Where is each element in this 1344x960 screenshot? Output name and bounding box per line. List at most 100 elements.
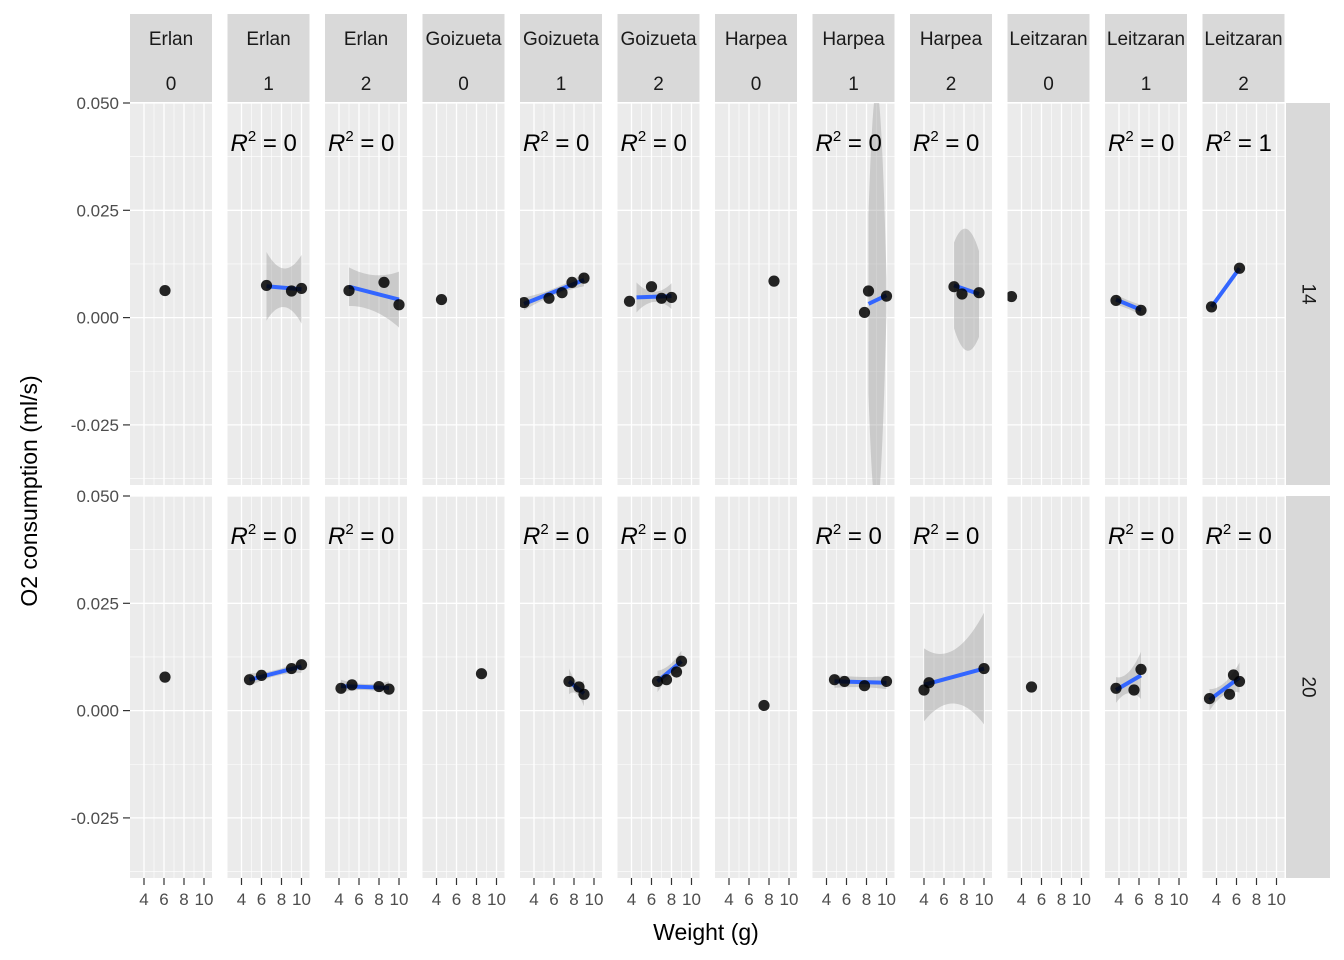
data-point bbox=[285, 285, 298, 297]
data-point bbox=[1128, 684, 1140, 696]
column-strip-level: 1 bbox=[263, 74, 274, 95]
strips-layer: Erlan0Erlan1Erlan2Goizueta0Goizueta1Goiz… bbox=[130, 14, 1330, 878]
x-tick-label: 6 bbox=[159, 890, 168, 909]
panel-data-1-0 bbox=[159, 671, 171, 683]
panel-1-0 bbox=[130, 495, 212, 878]
x-tick-label: 4 bbox=[919, 890, 928, 909]
data-point bbox=[948, 281, 960, 293]
column-strip-0: Erlan 0 bbox=[130, 14, 212, 102]
r-squared-label: R2 = 0 bbox=[1108, 521, 1174, 550]
data-point bbox=[578, 272, 590, 284]
data-point bbox=[858, 306, 871, 319]
r-squared-label: R2 = 0 bbox=[328, 521, 394, 550]
x-tick-label: 10 bbox=[1170, 890, 1189, 909]
x-tick-label: 8 bbox=[667, 890, 676, 909]
column-strip-level: 1 bbox=[556, 74, 567, 95]
panel-data-1-9 bbox=[1025, 681, 1038, 693]
data-point bbox=[1025, 681, 1038, 693]
data-point bbox=[1135, 663, 1147, 676]
x-tick-label: 6 bbox=[1232, 890, 1241, 909]
y-tick-label: 0.025 bbox=[76, 201, 119, 220]
data-point bbox=[335, 682, 347, 694]
panel-data-0-10: R2 = 0 bbox=[1108, 128, 1174, 316]
column-strip-level: 0 bbox=[458, 74, 469, 95]
data-point bbox=[880, 675, 893, 688]
x-tick-label: 8 bbox=[472, 890, 481, 909]
data-point bbox=[768, 275, 780, 287]
panel-data-0-5: R2 = 0 bbox=[621, 128, 687, 313]
x-tick-label: 8 bbox=[862, 890, 871, 909]
x-tick-label: 10 bbox=[585, 890, 604, 909]
panel-1-1 bbox=[227, 495, 310, 878]
column-strip-site: Erlan bbox=[246, 29, 290, 50]
r-squared-label: R2 = 0 bbox=[523, 128, 589, 157]
x-tick-label: 10 bbox=[975, 890, 994, 909]
panel-0-6 bbox=[715, 102, 797, 485]
panel-data-1-10: R2 = 0 bbox=[1108, 521, 1174, 703]
x-tick-label: 6 bbox=[842, 890, 851, 909]
data-point bbox=[543, 292, 555, 304]
column-strip-10: Leitzaran 1 bbox=[1105, 14, 1187, 102]
data-point bbox=[880, 290, 893, 302]
column-strip-site: Harpea bbox=[725, 29, 788, 50]
x-axis-title: Weight (g) bbox=[653, 919, 759, 945]
data-point bbox=[838, 675, 851, 688]
column-strip-level: 0 bbox=[1043, 74, 1054, 95]
data-point bbox=[858, 680, 871, 692]
panel-0-0 bbox=[130, 102, 212, 485]
x-tick-label: 10 bbox=[390, 890, 409, 909]
panel-data-1-4: R2 = 0 bbox=[523, 521, 590, 707]
x-tick-label: 4 bbox=[1017, 890, 1026, 909]
panel-data-1-7: R2 = 0 bbox=[816, 521, 893, 692]
panel-data-0-8: R2 = 0 bbox=[913, 128, 985, 351]
r-squared-label: R2 = 0 bbox=[523, 521, 589, 550]
x-tick-label: 10 bbox=[682, 890, 701, 909]
data-point bbox=[373, 680, 385, 693]
data-point bbox=[243, 674, 256, 686]
column-strip-6: Harpea 0 bbox=[715, 14, 797, 102]
fit-line bbox=[1209, 267, 1242, 309]
data-point bbox=[675, 655, 688, 667]
data-point bbox=[378, 276, 390, 289]
data-point bbox=[862, 285, 875, 297]
row-strip-label: 14 bbox=[1298, 283, 1319, 305]
x-tick-label: 10 bbox=[1072, 890, 1091, 909]
data-point bbox=[295, 659, 308, 671]
panel-0-7 bbox=[812, 102, 895, 485]
column-strip-level: 2 bbox=[946, 74, 957, 95]
x-tick-label: 8 bbox=[374, 890, 383, 909]
panel-0-3 bbox=[422, 102, 505, 485]
data-point bbox=[435, 293, 448, 306]
r-squared-label: R2 = 0 bbox=[816, 128, 882, 157]
r-squared-label: R2 = 0 bbox=[1206, 521, 1272, 550]
column-strip-site: Harpea bbox=[822, 29, 885, 50]
column-strip-3: Goizueta 0 bbox=[422, 14, 505, 102]
column-strip-site: Erlan bbox=[149, 29, 193, 50]
data-point bbox=[828, 674, 841, 686]
panel-0-10 bbox=[1105, 102, 1187, 485]
y-tick-label: 0.000 bbox=[76, 702, 119, 721]
x-tick-label: 6 bbox=[452, 890, 461, 909]
x-tick-label: 4 bbox=[432, 890, 441, 909]
x-tick-label: 10 bbox=[292, 890, 311, 909]
panel-data-1-3 bbox=[475, 668, 488, 680]
column-strip-level: 2 bbox=[653, 74, 664, 95]
column-strip-level: 0 bbox=[166, 74, 177, 95]
x-tick-label: 4 bbox=[334, 890, 343, 909]
data-point bbox=[655, 292, 668, 304]
y-tick-label: 0.000 bbox=[76, 309, 119, 328]
panel-data-0-11: R2 = 1 bbox=[1206, 128, 1272, 313]
data-point bbox=[1110, 294, 1122, 307]
column-strip-site: Goizueta bbox=[425, 29, 501, 50]
x-tick-label: 4 bbox=[529, 890, 538, 909]
column-strip-level: 1 bbox=[848, 74, 859, 95]
x-tick-label: 6 bbox=[1037, 890, 1046, 909]
r-squared-label: R2 = 0 bbox=[913, 128, 979, 157]
x-tick-label: 6 bbox=[549, 890, 558, 909]
panel-data-1-5: R2 = 0 bbox=[621, 521, 688, 693]
panel-1-8 bbox=[910, 495, 992, 878]
fit-line bbox=[348, 284, 400, 302]
r-squared-label: R2 = 1 bbox=[1206, 128, 1272, 157]
column-strip-7: Harpea 1 bbox=[812, 14, 895, 102]
y-tick-label: 0.025 bbox=[76, 594, 119, 613]
